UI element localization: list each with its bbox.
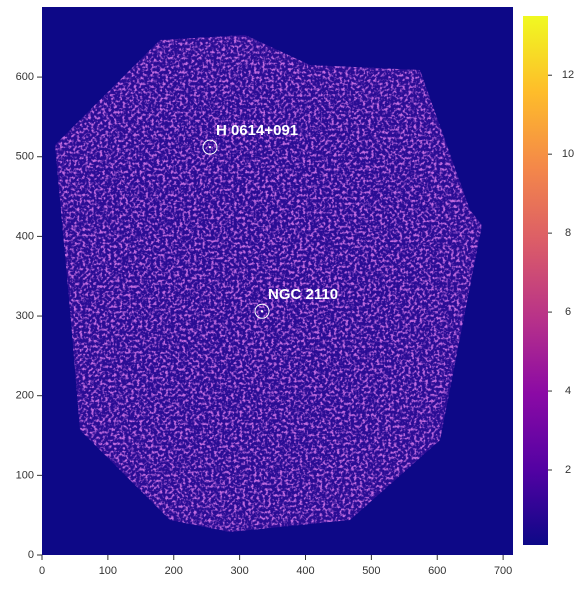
colorbar-tick-label: 6	[565, 306, 571, 318]
colorbar-tick-label: 10	[562, 148, 574, 160]
x-tick-label: 0	[39, 565, 45, 577]
x-tick-label: 100	[99, 565, 117, 577]
annotation: NGC 2110	[268, 286, 338, 303]
annotation: H 0614+091	[216, 122, 298, 139]
y-tick-label: 200	[16, 390, 34, 402]
source-point	[208, 145, 212, 149]
colorbar	[523, 16, 548, 545]
y-tick-label: 100	[16, 469, 34, 481]
y-tick-label: 500	[16, 151, 34, 163]
colorbar-tick-label: 12	[562, 69, 574, 81]
image-field	[55, 35, 482, 532]
colorbar-tick-label: 2	[565, 464, 571, 476]
source-marker	[202, 139, 218, 155]
source-marker	[254, 303, 270, 319]
y-tick-label: 600	[16, 71, 34, 83]
x-tick-label: 400	[296, 565, 314, 577]
exposure-noise	[55, 35, 482, 532]
y-tick-label: 0	[28, 549, 34, 561]
x-tick-label: 500	[362, 565, 380, 577]
y-tick-label: 400	[16, 230, 34, 242]
x-tick-label: 700	[494, 565, 512, 577]
colorbar-tick-label: 8	[565, 227, 571, 239]
source-point	[260, 310, 264, 313]
x-tick-label: 300	[230, 565, 248, 577]
colorbar-tick-label: 4	[565, 385, 571, 397]
x-tick-label: 600	[428, 565, 446, 577]
x-tick-label: 200	[165, 565, 183, 577]
y-tick-label: 300	[16, 310, 34, 322]
